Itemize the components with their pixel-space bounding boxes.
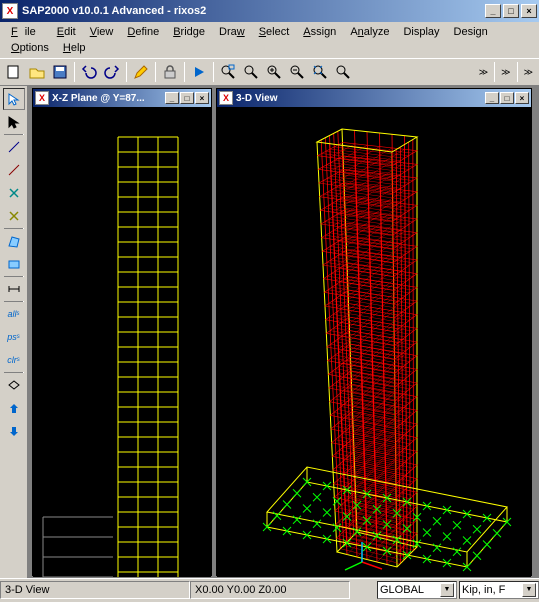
toolbar-overflow-icon[interactable]: ≫ [476, 67, 491, 78]
close-button[interactable]: × [521, 4, 537, 18]
units-select[interactable]: Kip, in, F ▼ [459, 581, 539, 599]
separator [213, 62, 214, 82]
window-title: SAP2000 v10.0.1 Advanced - rixos2 [22, 5, 485, 17]
status-coords: X0.00 Y0.00 Z0.00 [190, 581, 350, 599]
separator [4, 134, 24, 135]
menu-display[interactable]: Display [396, 24, 446, 40]
pointer-alt-icon[interactable] [3, 111, 25, 133]
lock-icon[interactable] [159, 61, 181, 83]
pan-icon[interactable] [332, 61, 354, 83]
draw-poly-icon[interactable] [3, 230, 25, 252]
menu-draw[interactable]: Draw [212, 24, 252, 40]
coord-system-select[interactable]: GLOBAL ▼ [377, 581, 457, 599]
view-icon: X [35, 91, 49, 105]
separator [4, 372, 24, 373]
view-close-button[interactable]: × [195, 92, 209, 104]
view-2d-titlebar: X X-Z Plane @ Y=87... _ □ × [33, 89, 211, 107]
zoom-out-icon[interactable] [286, 61, 308, 83]
view-2d-title: X-Z Plane @ Y=87... [52, 93, 145, 104]
separator [126, 62, 127, 82]
dropdown-icon: ▼ [440, 583, 454, 597]
menu-help[interactable]: Help [56, 40, 93, 56]
menu-analyze[interactable]: Analyze [343, 24, 396, 40]
deselect-icon[interactable]: clrs [3, 349, 25, 371]
select-prev-icon[interactable]: pss [3, 326, 25, 348]
menu-file[interactable]: File [4, 24, 50, 40]
snap-perp-icon[interactable] [3, 205, 25, 227]
separator [4, 276, 24, 277]
pencil-icon[interactable] [130, 61, 152, 83]
run-icon[interactable] [188, 61, 210, 83]
separator [155, 62, 156, 82]
undo-icon[interactable] [78, 61, 100, 83]
save-icon[interactable] [49, 61, 71, 83]
view-maximize-button[interactable]: □ [180, 92, 194, 104]
open-icon[interactable] [26, 61, 48, 83]
draw-rect-icon[interactable] [3, 253, 25, 275]
view-down-icon[interactable] [3, 420, 25, 442]
units-value: Kip, in, F [462, 584, 505, 596]
menu-select[interactable]: Select [252, 24, 297, 40]
window-buttons: _ □ × [485, 4, 537, 18]
menu-define[interactable]: Define [120, 24, 166, 40]
view-container: X X-Z Plane @ Y=87... _ □ × X 3-D View _… [28, 86, 539, 578]
zoom-extents-icon[interactable] [309, 61, 331, 83]
left-toolbox: alls pss clrs [0, 86, 28, 578]
menu-options[interactable]: Options [4, 40, 56, 56]
minimize-button[interactable]: _ [485, 4, 501, 18]
separator [494, 62, 495, 82]
coord-system-value: GLOBAL [380, 584, 424, 596]
separator [184, 62, 185, 82]
app-icon: X [2, 3, 18, 19]
separator [4, 228, 24, 229]
dropdown-icon: ▼ [522, 583, 536, 597]
view-close-button[interactable]: × [515, 92, 529, 104]
toolbar-overflow-icon[interactable]: ≫ [498, 67, 513, 78]
zoom-window-icon[interactable] [217, 61, 239, 83]
view-2d-canvas[interactable] [33, 107, 211, 577]
separator [4, 301, 24, 302]
zoom-in-icon[interactable] [263, 61, 285, 83]
view-minimize-button[interactable]: _ [485, 92, 499, 104]
menu-design[interactable]: Design [447, 24, 495, 40]
view-2d-window: X X-Z Plane @ Y=87... _ □ × [32, 88, 212, 576]
zoom-previous-icon[interactable] [240, 61, 262, 83]
view-icon: X [219, 91, 233, 105]
view-up-icon[interactable] [3, 397, 25, 419]
snap-x-icon[interactable] [3, 182, 25, 204]
workarea: alls pss clrs X X-Z Plane @ Y=87... _ □ … [0, 86, 539, 578]
separator [74, 62, 75, 82]
pointer-icon[interactable] [3, 88, 25, 110]
view-maximize-button[interactable]: □ [500, 92, 514, 104]
view-plane-icon[interactable] [3, 374, 25, 396]
separator [517, 62, 518, 82]
menu-assign[interactable]: Assign [296, 24, 343, 40]
view-3d-canvas[interactable] [217, 107, 531, 577]
menu-bridge[interactable]: Bridge [166, 24, 212, 40]
draw-line-icon[interactable] [3, 136, 25, 158]
main-toolbar: ≫ ≫ ≫ [0, 58, 539, 86]
dimension-icon[interactable] [3, 278, 25, 300]
toolbar-overflow-icon[interactable]: ≫ [521, 67, 536, 78]
select-all-icon[interactable]: alls [3, 303, 25, 325]
titlebar: X SAP2000 v10.0.1 Advanced - rixos2 _ □ … [0, 0, 539, 22]
status-mode: 3-D View [0, 581, 190, 599]
menubar: File Edit View Define Bridge Draw Select… [0, 22, 539, 58]
maximize-button[interactable]: □ [503, 4, 519, 18]
statusbar: 3-D View X0.00 Y0.00 Z0.00 GLOBAL ▼ Kip,… [0, 578, 539, 600]
menu-edit[interactable]: Edit [50, 24, 83, 40]
redo-icon[interactable] [101, 61, 123, 83]
view-3d-titlebar: X 3-D View _ □ × [217, 89, 531, 107]
menu-view[interactable]: View [83, 24, 121, 40]
draw-line2-icon[interactable] [3, 159, 25, 181]
view-3d-window: X 3-D View _ □ × [216, 88, 532, 576]
view-3d-title: 3-D View [236, 93, 278, 104]
new-icon[interactable] [3, 61, 25, 83]
view-minimize-button[interactable]: _ [165, 92, 179, 104]
